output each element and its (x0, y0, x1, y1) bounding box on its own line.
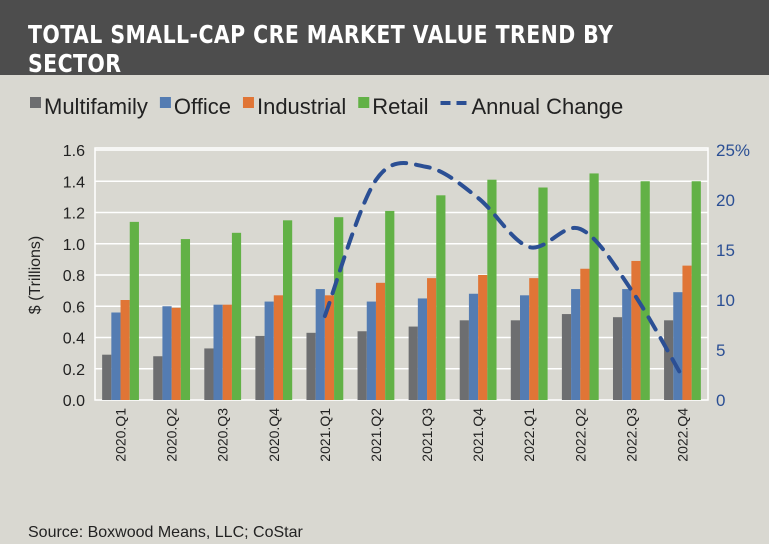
bar-retail (129, 221, 139, 400)
legend-swatch-multifamily (30, 97, 41, 108)
bar-multifamily (306, 332, 316, 400)
x-tick-label: 2022.Q3 (623, 408, 639, 462)
bar-multifamily (612, 317, 623, 400)
bar-office (213, 304, 223, 400)
bar-industrial (631, 260, 641, 400)
bar-industrial (273, 295, 283, 400)
x-tick-label: 2022.Q2 (572, 408, 588, 462)
x-tick-label: 2022.Q4 (674, 408, 690, 462)
bar-industrial (222, 304, 232, 400)
y-tick-label: 1.2 (63, 206, 85, 223)
legend-label: Multifamily (44, 94, 148, 119)
bar-office (571, 289, 581, 400)
bar-retail (640, 181, 650, 400)
y2-tick-label: 15 (716, 241, 735, 260)
bar-multifamily (204, 348, 214, 400)
x-tick-label: 2022.Q1 (521, 408, 537, 462)
chart-title: TOTAL SMALL-CAP CRE MARKET VALUE TREND B… (28, 20, 614, 78)
legend-label: Retail (372, 94, 428, 119)
bar-multifamily (357, 331, 367, 400)
bar-office (315, 289, 325, 400)
bar-retail (180, 239, 191, 400)
bar-retail (385, 210, 395, 400)
legend-label: Office (174, 94, 231, 119)
y-tick-label: 1.6 (63, 143, 85, 160)
bar-office (366, 301, 376, 400)
line-annual-change (322, 161, 685, 379)
y2-tick-label: 0 (716, 391, 725, 410)
bar-retail (334, 217, 344, 400)
bar-office (622, 289, 632, 400)
x-tick-label: 2021.Q2 (368, 408, 384, 462)
y-tick-label: 1.0 (63, 237, 85, 254)
x-tick-label: 2021.Q4 (470, 408, 486, 462)
bar-industrial (120, 300, 130, 400)
bar-retail (487, 179, 497, 400)
plot-frame (94, 147, 709, 401)
bar-multifamily (459, 320, 469, 400)
bar-multifamily (408, 326, 418, 400)
bar-retail (538, 187, 548, 400)
bar-industrial (375, 282, 386, 400)
bar-multifamily (255, 335, 265, 400)
y-tick-label: 1.4 (63, 174, 85, 191)
y-tick-label: 0.0 (63, 393, 85, 410)
legend-label: Industrial (257, 94, 346, 119)
legend-swatch-office (159, 97, 171, 108)
bar-multifamily (102, 354, 112, 400)
x-tick-label: 2021.Q1 (317, 408, 333, 462)
bar-office (417, 298, 428, 400)
y-tick-label: 0.8 (63, 268, 85, 285)
bar-retail (436, 195, 446, 400)
y2-tick-label: 5 (716, 341, 725, 360)
bar-multifamily (664, 320, 674, 400)
bar-office (468, 293, 479, 400)
source-note: Source: Boxwood Means, LLC; CoStar (28, 524, 303, 541)
bar-industrial (324, 295, 335, 400)
bar-industrial (171, 307, 181, 400)
bar-industrial (478, 275, 488, 400)
bar-office (673, 292, 683, 400)
y2-tick-label: 10 (716, 291, 735, 310)
bar-industrial (682, 265, 692, 400)
y-tick-label: 0.2 (63, 362, 85, 379)
x-tick-label: 2020.Q3 (215, 408, 231, 462)
x-tick-label: 2020.Q2 (164, 408, 180, 462)
bar-multifamily (153, 356, 163, 400)
y2-tick-label: 20 (716, 191, 735, 210)
bar-retail (231, 232, 242, 400)
bar-industrial (580, 268, 590, 400)
bar-retail (589, 173, 599, 400)
x-tick-label: 2020.Q4 (266, 408, 282, 462)
bar-industrial (529, 278, 539, 400)
bar-retail (691, 181, 701, 400)
legend-swatch-retail (358, 97, 370, 108)
bar-multifamily (510, 320, 521, 400)
bar-office (520, 295, 530, 400)
bar-retail (282, 220, 293, 400)
x-tick-label: 2020.Q1 (113, 408, 129, 462)
bar-office (264, 301, 274, 400)
legend-swatch-industrial (242, 97, 254, 108)
y2-tick-label: 25% (716, 141, 750, 160)
y-tick-label: 0.4 (63, 331, 85, 348)
bar-industrial (427, 278, 437, 400)
y-tick-label: 0.6 (63, 299, 85, 316)
x-tick-label: 2021.Q3 (419, 408, 435, 462)
title-banner: TOTAL SMALL-CAP CRE MARKET VALUE TREND B… (0, 0, 769, 78)
bar-office (162, 306, 172, 400)
bar-multifamily (561, 314, 572, 400)
legend-label: Annual Change (472, 94, 624, 119)
bar-office (111, 312, 121, 400)
y-axis-label: $ (Trillions) (27, 236, 44, 315)
